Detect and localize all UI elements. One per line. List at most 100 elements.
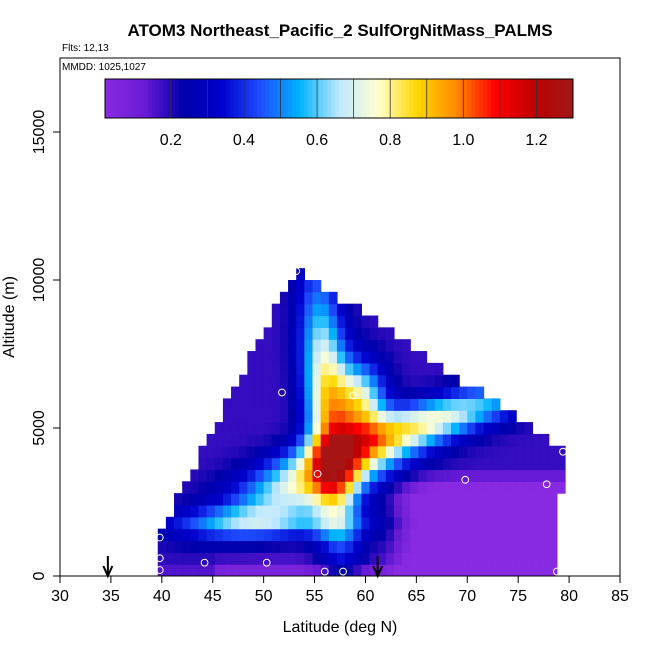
- heatmap-cell: [296, 481, 305, 494]
- heatmap-cell: [369, 504, 379, 518]
- heatmap-cell: [385, 516, 395, 530]
- heatmap-cell: [434, 481, 444, 494]
- heatmap-cell: [361, 552, 371, 565]
- heatmap-cell: [393, 386, 403, 399]
- heatmap-cell: [508, 410, 517, 423]
- heatmap-cell: [239, 433, 248, 447]
- colorbar-segment: [420, 79, 426, 118]
- colorbar-segment: [202, 79, 207, 118]
- heatmap-cell: [540, 516, 550, 530]
- heatmap-cell: [239, 374, 248, 388]
- heatmap-cell: [328, 339, 338, 352]
- heatmap-cell: [402, 422, 411, 435]
- heatmap-cell: [345, 339, 354, 352]
- heatmap-cell: [540, 469, 550, 482]
- colorbar-segment: [350, 79, 356, 118]
- heatmap-cell: [459, 528, 468, 542]
- heatmap-cell: [247, 374, 257, 388]
- heatmap-cell: [320, 398, 330, 411]
- heatmap-cell: [345, 410, 354, 423]
- heatmap-cell: [255, 362, 265, 376]
- heatmap-cell: [231, 504, 240, 518]
- heatmap-cell: [279, 504, 289, 518]
- heatmap-cell: [353, 493, 362, 506]
- heatmap-cell: [475, 398, 485, 411]
- heatmap-cell: [336, 339, 346, 352]
- heatmap-cell: [247, 469, 257, 482]
- heatmap-cell: [165, 540, 175, 553]
- colorbar-segment: [218, 79, 223, 118]
- heatmap-cell: [304, 351, 314, 364]
- heatmap-cell: [206, 504, 216, 518]
- heatmap-cell: [434, 540, 444, 553]
- heatmap-cell: [450, 493, 460, 506]
- heatmap-cell: [304, 564, 314, 576]
- heatmap-cell: [296, 303, 305, 317]
- heatmap-cell: [312, 552, 322, 565]
- heatmap-cell: [320, 433, 330, 447]
- colorbar-segment: [257, 79, 262, 118]
- heatmap-cell: [304, 481, 314, 494]
- colorbar-segment: [120, 79, 125, 118]
- heatmap-cell: [410, 564, 419, 576]
- heatmap-cell: [361, 422, 371, 435]
- heatmap-cell: [304, 339, 314, 352]
- heatmap-cell: [418, 564, 428, 576]
- colorbar-segment: [264, 79, 270, 118]
- heatmap-cell: [271, 362, 281, 376]
- heatmap-cell: [450, 410, 460, 423]
- heatmap-cell: [231, 540, 240, 553]
- heatmap-cell: [385, 362, 395, 376]
- heatmap-cell: [475, 410, 485, 423]
- sample-point: [320, 567, 329, 576]
- heatmap-cell: [361, 457, 371, 471]
- flights-label: Flts: 12,13: [62, 43, 109, 54]
- heatmap-cell: [328, 433, 338, 447]
- heatmap-cell: [345, 398, 354, 411]
- heatmap-cell: [198, 469, 208, 482]
- heatmap-cell: [345, 327, 354, 340]
- heatmap-cell: [402, 433, 411, 447]
- heatmap-cell: [410, 493, 419, 506]
- heatmap-cell: [271, 564, 281, 576]
- heatmap-cell: [198, 552, 208, 565]
- heatmap-cell: [263, 327, 273, 340]
- heatmap-cell: [361, 540, 371, 553]
- heatmap-cell: [336, 374, 346, 388]
- heatmap-cell: [491, 410, 501, 423]
- dates-label: MMDD: 1025,1027: [62, 62, 146, 73]
- colorbar-segment: [545, 79, 551, 118]
- y-axis: 0 5000 10000 15000: [31, 110, 60, 580]
- heatmap-cell: [377, 386, 387, 399]
- heatmap-cell: [345, 528, 354, 542]
- heatmap-cell: [304, 374, 314, 388]
- heatmap-cell: [418, 516, 428, 530]
- colorbar-segment: [116, 79, 122, 118]
- heatmap-cell: [508, 504, 517, 518]
- y-tick-label: 5000: [31, 410, 48, 446]
- heatmap-cell: [361, 504, 371, 518]
- heatmap-cell: [410, 422, 419, 435]
- heatmap-cell: [361, 398, 371, 411]
- heatmap-cell: [524, 552, 534, 565]
- heatmap-cell: [336, 469, 346, 482]
- heatmap-cell: [263, 504, 273, 518]
- heatmap-cell: [442, 422, 452, 435]
- colorbar-segment: [225, 79, 231, 118]
- heatmap-cell: [434, 504, 444, 518]
- heatmap-cell: [524, 422, 534, 435]
- heatmap-cell: [361, 445, 371, 459]
- heatmap-cell: [499, 493, 509, 506]
- heatmap-cell: [279, 552, 289, 565]
- heatmap-cell: [442, 540, 452, 553]
- heatmap-cell: [418, 481, 428, 494]
- heatmap-cell: [540, 564, 550, 576]
- heatmap-cell: [328, 540, 338, 553]
- heatmap-cell: [377, 398, 387, 411]
- heatmap-cell: [434, 445, 444, 459]
- heatmap-cell: [548, 540, 558, 553]
- x-axis-label: Latitude (deg N): [283, 619, 398, 636]
- heatmap-cell: [206, 481, 216, 494]
- heatmap-cell: [475, 481, 485, 494]
- heatmap-cell: [426, 564, 436, 576]
